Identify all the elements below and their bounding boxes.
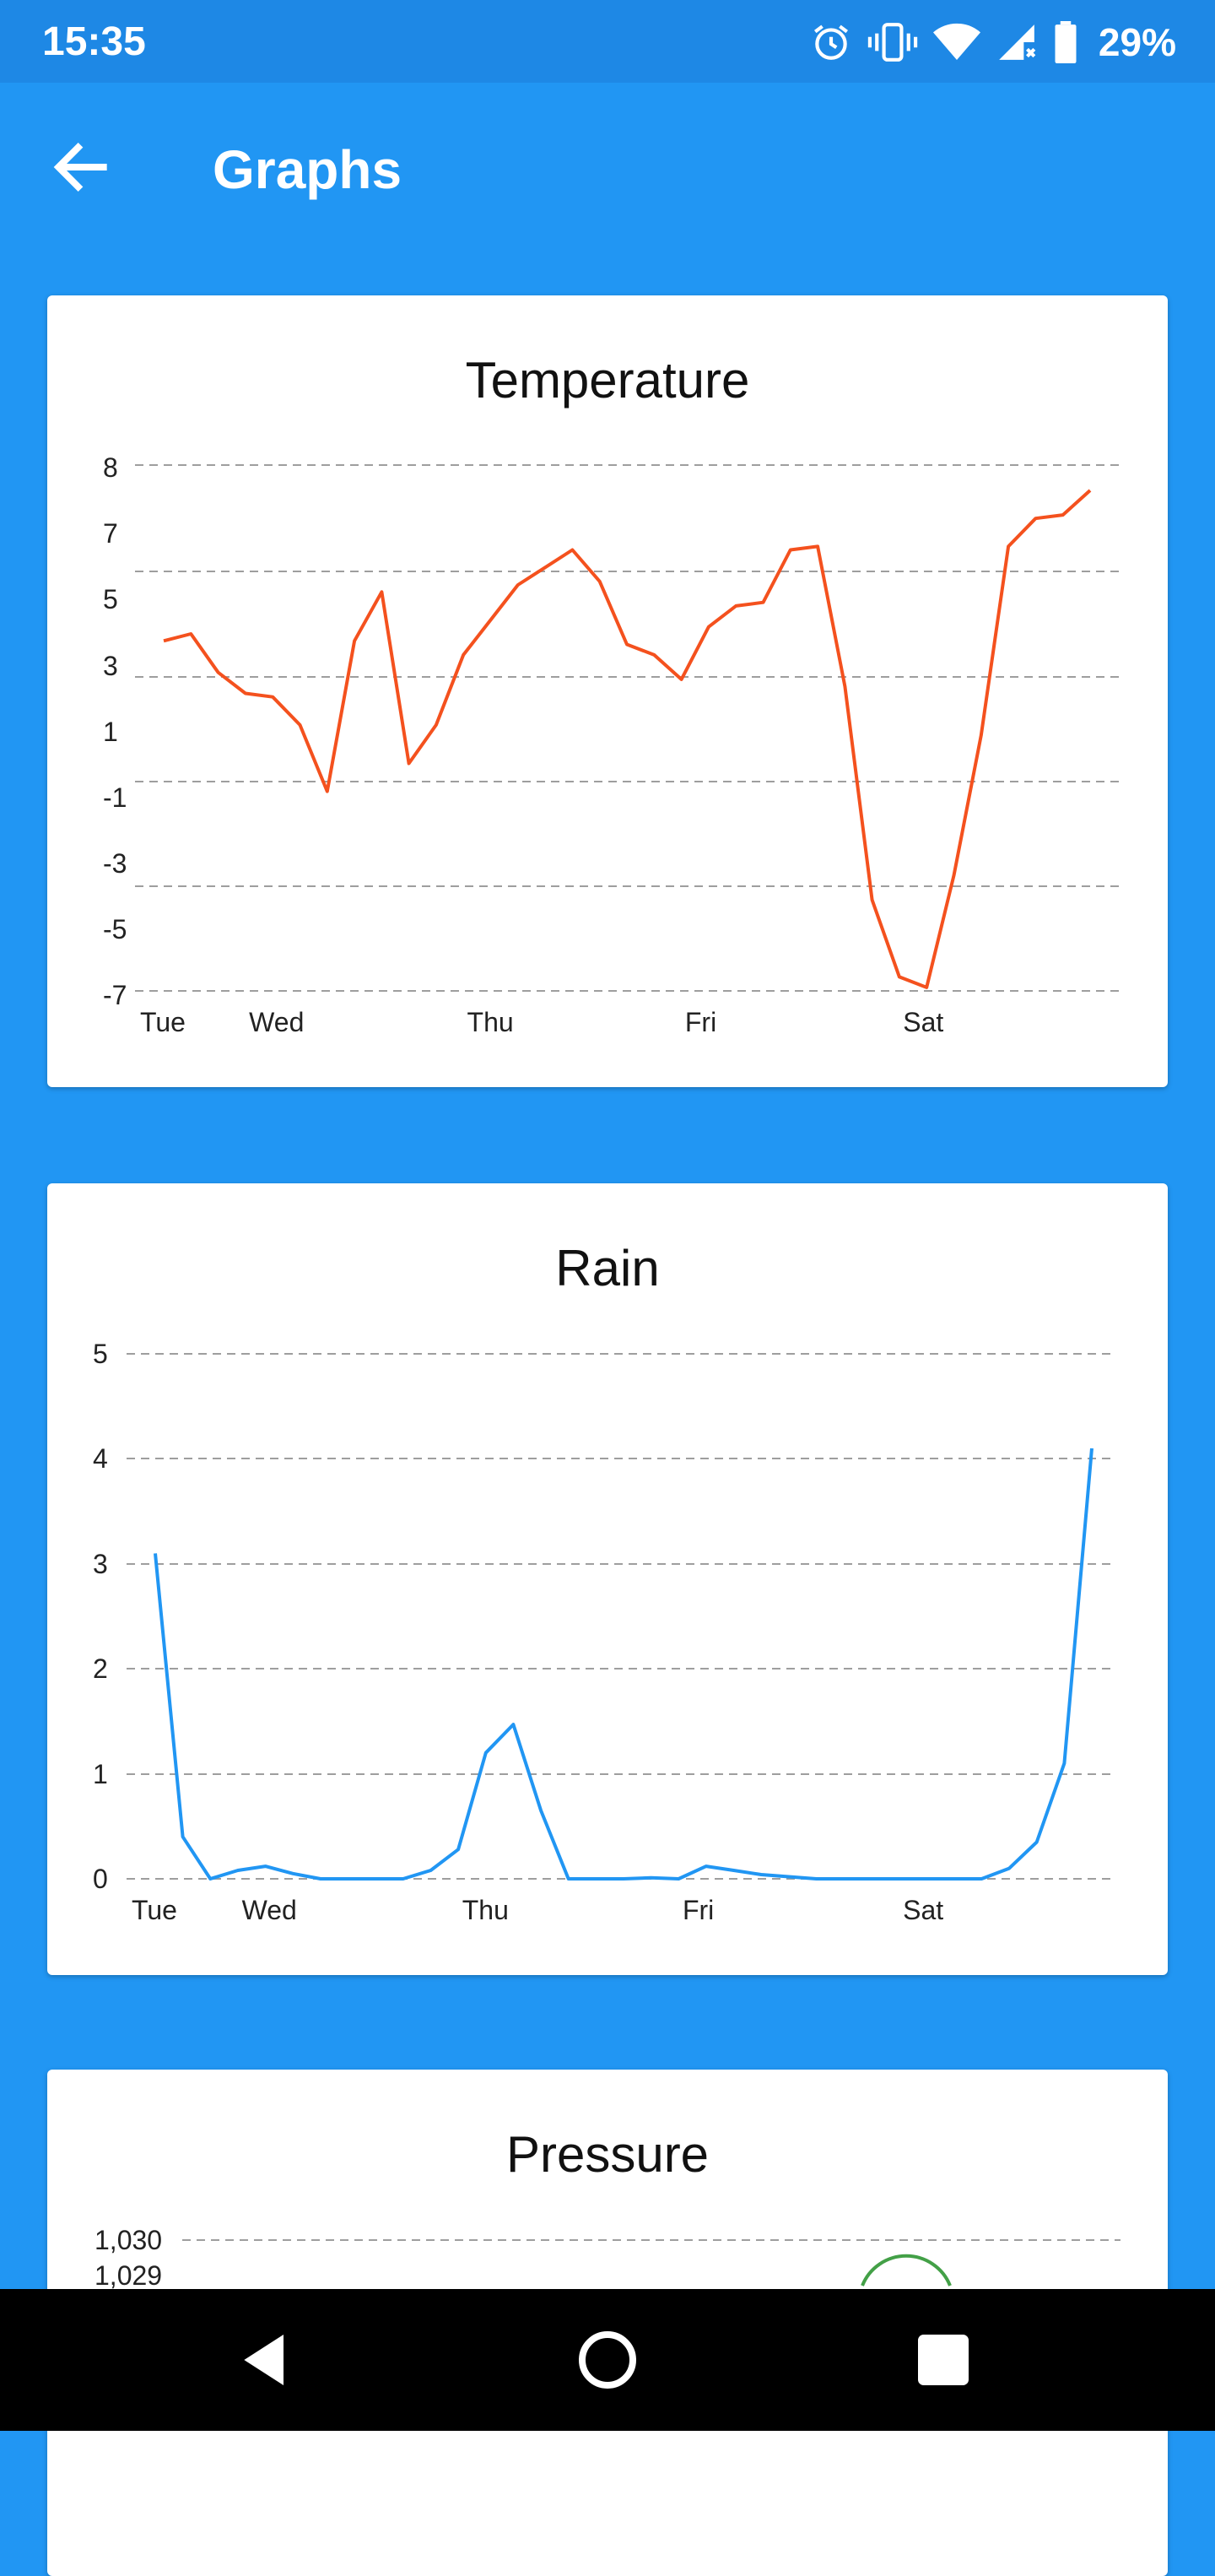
rain-chart-title: Rain <box>555 1240 660 1296</box>
temperature-y-tick-label: 8 <box>103 452 118 483</box>
temperature-y-tick-label: -1 <box>103 782 127 813</box>
rain-card: Rain 5 4 3 2 1 0 Tue Wed Thu Fri Sat <box>47 1183 1168 1975</box>
rain-y-tick-label: 4 <box>93 1443 108 1474</box>
rain-y-tick-label: 5 <box>93 1339 108 1369</box>
temperature-y-tick-label: 5 <box>103 584 118 614</box>
temperature-x-tick-label: Sat <box>903 1007 943 1037</box>
nav-back-icon <box>244 2335 284 2385</box>
app-bar: Graphs <box>0 83 1215 248</box>
rain-x-tick-label: Wed <box>242 1895 297 1925</box>
alarm-icon <box>813 24 848 60</box>
temperature-chart-title: Temperature <box>465 352 750 409</box>
temperature-x-tick-label: Tue <box>140 1007 186 1037</box>
temperature-x-tick-label: Wed <box>249 1007 304 1037</box>
temperature-y-tick-label: 3 <box>103 651 118 681</box>
nav-home-button[interactable] <box>574 2326 641 2394</box>
temperature-y-tick-label: -7 <box>103 980 127 1010</box>
wifi-icon <box>932 23 980 60</box>
status-bar: 15:35 29% <box>0 0 1215 83</box>
rain-x-tick-label: Thu <box>462 1895 509 1925</box>
rain-y-tick-label: 2 <box>93 1653 108 1684</box>
temperature-y-tick-label: -5 <box>103 914 127 944</box>
rain-y-tick-label: 0 <box>93 1864 108 1894</box>
status-icons: 29% <box>810 17 1176 68</box>
status-time: 15:35 <box>42 19 146 64</box>
rain-series-line <box>154 1448 1094 1881</box>
signal-icon <box>999 24 1036 60</box>
temperature-y-tick-label: -3 <box>103 848 127 879</box>
temperature-x-tick-label: Thu <box>467 1007 514 1037</box>
nav-home-icon <box>579 2331 636 2389</box>
nav-recents-button[interactable] <box>910 2326 977 2394</box>
temperature-card: Temperature Tue Wed Thu Fri Sat 8 7 5 3 1 -1 -3 -5 -7 <box>47 295 1168 1087</box>
pressure-y-tick-label: 1,030 <box>94 2225 162 2255</box>
navigation-bar <box>0 2289 1215 2431</box>
vibrate-icon <box>867 23 918 62</box>
pressure-chart-title: Pressure <box>505 2126 710 2183</box>
rain-x-tick-label: Fri <box>683 1895 714 1925</box>
pressure-series-line <box>861 2254 952 2286</box>
temperature-chart: Tue Wed Thu Fri Sat 8 7 5 3 1 -1 -3 -5 -7 <box>103 452 1120 1037</box>
rain-y-tick-label: 3 <box>93 1549 108 1579</box>
rain-x-tick-label: Tue <box>132 1895 177 1925</box>
back-button[interactable] <box>47 133 115 201</box>
page-title: Graphs <box>213 139 402 200</box>
temperature-series-line <box>163 489 1092 989</box>
pressure-chart: 1,030 1,029 <box>94 2225 1120 2291</box>
nav-recents-icon <box>918 2335 969 2385</box>
battery-icon <box>1055 21 1077 63</box>
nav-back-button[interactable] <box>233 2326 300 2394</box>
temperature-y-tick-label: 1 <box>103 717 118 747</box>
temperature-x-tick-label: Fri <box>685 1007 716 1037</box>
pressure-y-tick-label: 1,029 <box>94 2260 162 2291</box>
battery-percent: 29% <box>1098 20 1176 64</box>
arrow-back-icon <box>53 143 107 192</box>
rain-chart: 5 4 3 2 1 0 Tue Wed Thu Fri Sat <box>93 1339 1112 1925</box>
rain-y-tick-label: 1 <box>93 1759 108 1789</box>
temperature-y-tick-label: 7 <box>103 518 118 549</box>
rain-x-tick-label: Sat <box>903 1895 943 1925</box>
